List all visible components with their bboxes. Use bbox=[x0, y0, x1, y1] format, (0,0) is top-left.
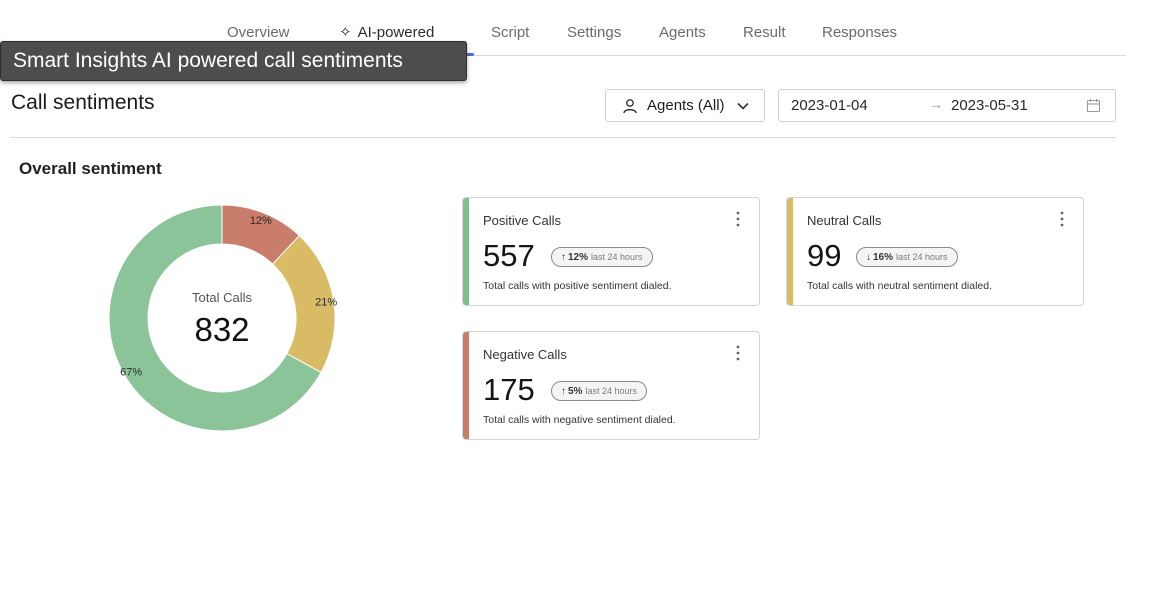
tooltip: Smart Insights AI powered call sentiment… bbox=[0, 41, 467, 81]
change-percent: 16% bbox=[873, 251, 894, 263]
tab-label: Responses bbox=[822, 24, 898, 41]
change-badge: ↑ 5% last 24 hours bbox=[551, 381, 647, 401]
header-divider bbox=[10, 137, 1116, 138]
card-accent-stripe bbox=[463, 332, 469, 439]
section-title: Overall sentiment bbox=[19, 159, 162, 178]
more-vertical-icon[interactable] bbox=[1057, 210, 1067, 228]
card-description: Total calls with negative sentiment dial… bbox=[483, 414, 676, 426]
date-start[interactable]: 2023-01-04 bbox=[791, 97, 868, 114]
card-description: Total calls with neutral sentiment diale… bbox=[807, 280, 993, 292]
change-note: last 24 hours bbox=[896, 252, 948, 262]
neutral-calls-card: Neutral Calls 99 ↓ 16% last 24 hours Tot… bbox=[786, 197, 1084, 306]
card-value: 99 bbox=[807, 238, 842, 273]
tab-label: Overview bbox=[227, 24, 290, 41]
tab-label: Result bbox=[743, 24, 786, 41]
agents-filter-dropdown[interactable]: Agents (All) bbox=[605, 89, 765, 122]
sentiment-donut-chart: Total Calls 832 12% 21% 67% bbox=[108, 204, 337, 432]
tab-label: Agents bbox=[659, 24, 706, 41]
donut-segment-positive[interactable] bbox=[108, 204, 322, 432]
change-percent: 12% bbox=[568, 251, 589, 263]
tab-label: Script bbox=[491, 24, 530, 41]
arrow-down-icon: ↓ bbox=[866, 251, 871, 263]
change-badge: ↓ 16% last 24 hours bbox=[856, 247, 958, 267]
calendar-icon[interactable] bbox=[1086, 98, 1101, 113]
arrow-up-icon: ↑ bbox=[561, 385, 566, 397]
card-value: 557 bbox=[483, 238, 535, 273]
card-value: 175 bbox=[483, 372, 535, 407]
more-vertical-icon[interactable] bbox=[733, 210, 743, 228]
card-title: Positive Calls bbox=[483, 213, 562, 228]
card-accent-stripe bbox=[787, 198, 793, 305]
donut-center-value: 832 bbox=[194, 311, 249, 348]
tab-result[interactable]: Result bbox=[743, 24, 786, 42]
change-percent: 5% bbox=[568, 385, 583, 397]
page-title: Call sentiments bbox=[11, 91, 155, 114]
positive-calls-card: Positive Calls 557 ↑ 12% last 24 hours T… bbox=[462, 197, 760, 306]
card-title: Negative Calls bbox=[483, 347, 567, 362]
agents-filter-label: Agents (All) bbox=[647, 97, 725, 114]
donut-center-label: Total Calls bbox=[192, 290, 252, 305]
chevron-down-icon bbox=[736, 102, 749, 110]
change-badge: ↑ 12% last 24 hours bbox=[551, 247, 653, 267]
tab-overview[interactable]: Overview bbox=[227, 24, 290, 42]
tab-label: Settings bbox=[567, 24, 622, 41]
change-note: last 24 hours bbox=[591, 252, 643, 262]
tab-agents[interactable]: Agents bbox=[659, 24, 706, 42]
tab-label: AI-powered bbox=[357, 24, 435, 41]
sparkle-icon: ✧ bbox=[339, 24, 352, 41]
donut-label-negative: 12% bbox=[250, 215, 272, 227]
tab-script[interactable]: Script bbox=[491, 24, 529, 42]
card-description: Total calls with positive sentiment dial… bbox=[483, 280, 672, 292]
tab-responses[interactable]: Responses bbox=[822, 24, 897, 42]
date-range-picker[interactable]: 2023-01-04 → 2023-05-31 bbox=[778, 89, 1116, 122]
change-note: last 24 hours bbox=[585, 386, 637, 396]
tab-settings[interactable]: Settings bbox=[567, 24, 621, 42]
arrow-right-icon: → bbox=[929, 96, 943, 112]
date-end[interactable]: 2023-05-31 bbox=[951, 97, 1028, 114]
tab-ai-powered[interactable]: ✧ AI-powered bbox=[339, 24, 434, 42]
donut-label-positive: 67% bbox=[120, 367, 142, 379]
card-accent-stripe bbox=[463, 198, 469, 305]
donut-label-neutral: 21% bbox=[315, 296, 337, 308]
arrow-up-icon: ↑ bbox=[561, 251, 566, 263]
negative-calls-card: Negative Calls 175 ↑ 5% last 24 hours To… bbox=[462, 331, 760, 440]
card-title: Neutral Calls bbox=[807, 213, 882, 228]
more-vertical-icon[interactable] bbox=[733, 344, 743, 362]
user-icon bbox=[623, 98, 637, 113]
